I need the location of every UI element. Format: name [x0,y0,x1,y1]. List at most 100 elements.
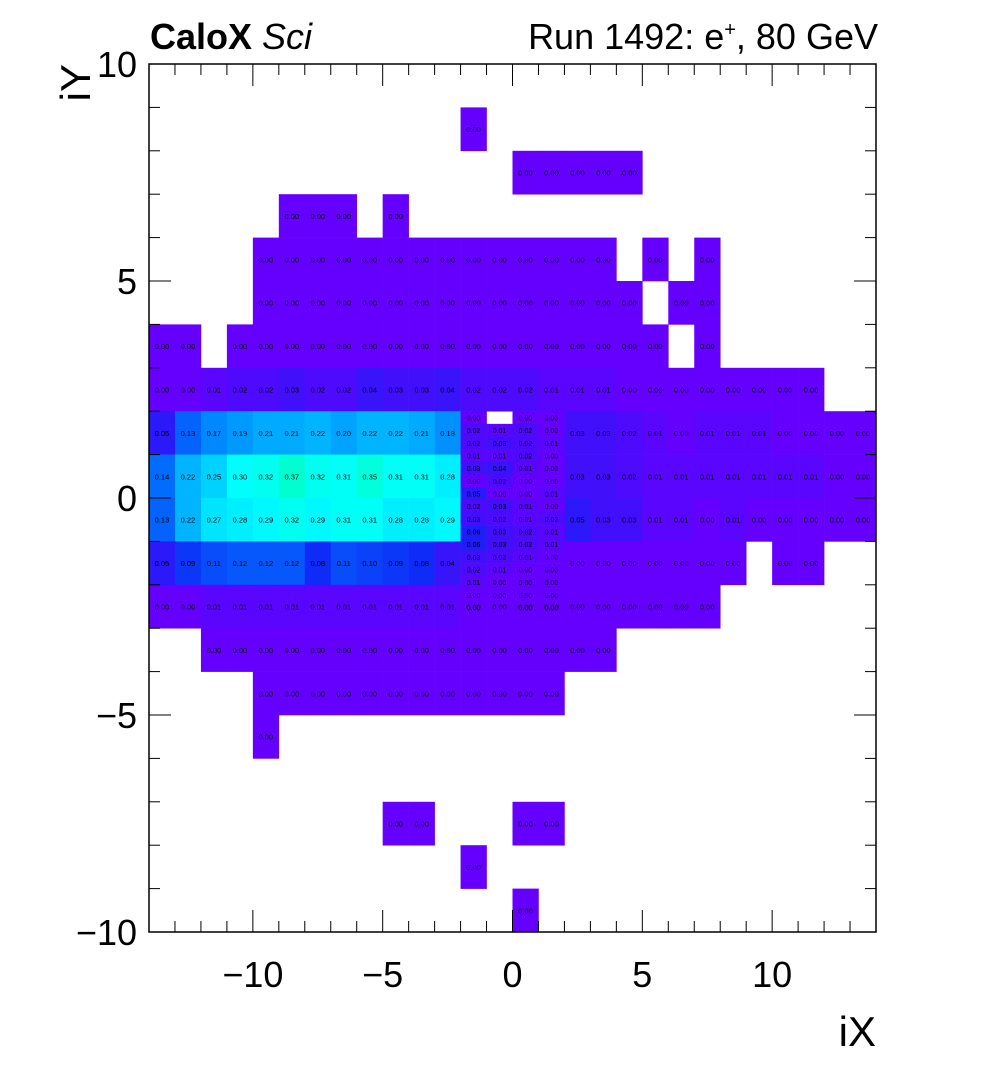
heatmap-fine-cell [538,512,565,526]
cell-value-label: 0.00 [622,299,637,308]
heatmap-cell [330,237,358,282]
cell-value-label: 0.02 [492,386,507,395]
heatmap-cell [564,584,591,629]
heatmap-cell [824,411,851,455]
heatmap-cell [824,498,851,542]
cell-value-label: 0.00 [362,689,377,698]
heatmap-cell [252,367,280,412]
cell-value-label: 0.00 [545,428,559,435]
heatmap-cell [278,281,306,325]
cell-value-label: 0.03 [493,441,507,448]
cell-value-label: 0.00 [570,255,585,264]
cell-value-label: 0.01 [207,603,222,612]
cell-value-label: 0.02 [466,386,481,395]
heatmap-cell [330,194,358,238]
heatmap-cell [616,367,643,412]
cell-value-label: 0.00 [545,593,559,600]
heatmap-cell [382,194,409,238]
heatmap-cell [356,411,383,455]
heatmap-cell [278,367,306,412]
heatmap-cell [564,454,591,499]
cell-value-label: 0.00 [856,516,871,525]
cell-value-label: 0.00 [545,504,559,511]
heatmap-cell [434,367,461,412]
heatmap-cell [330,671,358,716]
cell-value-label: 0.00 [466,255,481,264]
heatmap-cell [642,454,669,499]
cell-value-label: 0.04 [362,386,377,395]
cell-value-label: 0.01 [570,386,585,395]
cell-value-label: 0.18 [440,429,455,438]
heatmap-cell [590,628,617,672]
cell-value-label: 0.01 [519,466,533,473]
cell-value-label: 0.00 [545,555,559,562]
cell-value-label: 0.00 [674,559,689,568]
run-charge: + [724,19,736,41]
heatmap-fine-cell [538,436,565,450]
heatmap-cell [200,584,228,629]
heatmap-cell [746,411,773,455]
cell-value-label: 0.00 [545,479,559,486]
heatmap-cell [798,367,825,412]
cell-value-label: 0.02 [518,386,533,395]
cell-value-label: 0.00 [440,689,455,698]
heatmap-cell [252,671,280,716]
cell-value-label: 0.02 [493,479,507,486]
heatmap-cell [382,324,409,369]
y-tick-label: 0 [117,478,137,519]
heatmap-cell [590,411,617,455]
heatmap-fine-cell [486,449,513,463]
heatmap-cell [278,628,306,672]
cell-value-label: 0.00 [259,689,274,698]
cell-value-label: 0.00 [544,820,559,829]
heatmap-cell [434,281,461,325]
heatmap-cell [642,541,669,586]
heatmap-cell [616,281,643,325]
heatmap-fine-cell [512,474,539,488]
heatmap-cell [330,281,358,325]
heatmap-fine-cell [486,550,513,564]
cell-value-label: 0.04 [440,559,455,568]
heatmap-cell [174,324,202,369]
x-tick-label: 0 [502,954,522,995]
cell-value-label: 0.02 [467,441,481,448]
heatmap-cell [330,454,358,499]
cell-value-label: 0.00 [700,516,715,525]
heatmap-cell [564,541,591,586]
heatmap-cell [798,411,825,455]
cell-value-label: 0.00 [518,342,533,351]
cell-value-label: 0.00 [466,863,481,872]
cell-value-label: 0.00 [414,646,429,655]
cell-value-label: 0.01 [674,516,689,525]
cell-value-label: 0.00 [336,255,351,264]
y-tick-label: −10 [76,912,137,953]
cell-value-label: 0.00 [284,646,299,655]
heatmap-cell [694,541,721,586]
cell-value-label: 0.02 [467,504,481,511]
cell-value-label: 0.00 [336,646,351,655]
heatmap-fine-cell [460,461,487,475]
heatmap-fine-cell [460,449,487,463]
cell-value-label: 0.03 [467,555,481,562]
heatmap-cell [382,367,409,412]
cell-value-label: 0.00 [544,689,559,698]
cell-value-label: 0.01 [545,491,559,498]
x-tick-label: −5 [362,954,403,995]
cell-value-label: 0.00 [830,472,845,481]
cell-value-label: 0.01 [519,555,533,562]
heatmap-cell [200,411,228,455]
heatmap-cell [486,671,513,716]
heatmap-cell [772,541,799,586]
cell-value-label: 0.01 [545,441,559,448]
cell-value-label: 0.01 [207,386,222,395]
cell-value-label: 0.00 [207,646,222,655]
heatmap-cell [798,498,825,542]
heatmap-cell [668,281,695,325]
cell-value-label: 0.00 [233,646,248,655]
cell-value-label: 0.03 [596,516,611,525]
heatmap-cell [252,715,280,759]
cell-value-label: 0.10 [362,559,377,568]
cell-value-label: 0.00 [259,733,274,742]
run-text: Run 1492: e [528,16,725,57]
heatmap-cell [590,324,617,369]
